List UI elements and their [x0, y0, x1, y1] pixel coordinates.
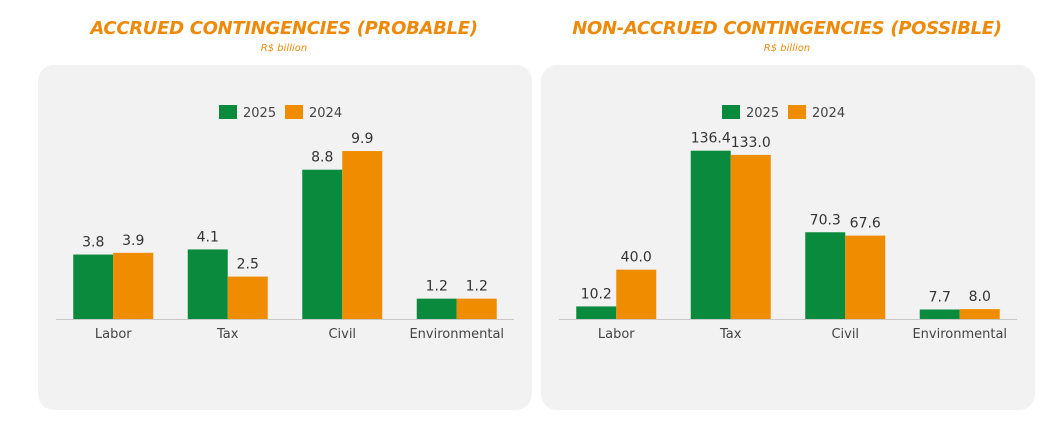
- category-label-labor: Labor: [95, 327, 132, 342]
- legend-label-2024: 2024: [309, 106, 342, 121]
- legend-label-2025: 2025: [746, 106, 779, 121]
- category-label-civil: Civil: [831, 327, 859, 342]
- category-label-civil: Civil: [328, 327, 356, 342]
- left-chart-subtitle: R$ billion: [260, 43, 308, 54]
- right-chart-svg: 2025 2024 10.2 40.0 Labor 136.4 133.0 Tax 70.3 67…: [559, 105, 1017, 342]
- bar-labor-2025: [576, 306, 617, 319]
- data-label-tax-2025: 4.1: [197, 229, 219, 245]
- left-chart-title: ACCRUED CONTINGENCIES (PROBABLE): [90, 18, 478, 39]
- bar-tax-2025: [187, 249, 228, 319]
- legend-swatch-2025: [219, 105, 237, 119]
- bar-environmental-2025: [416, 298, 457, 319]
- bar-civil-2024: [845, 235, 886, 319]
- category-label-environmental: Environmental: [409, 327, 504, 342]
- category-label-environmental: Environmental: [912, 327, 1007, 342]
- data-label-tax-2025: 136.4: [691, 131, 731, 147]
- bar-civil-2025: [302, 169, 343, 319]
- legend-label-2025: 2025: [243, 106, 276, 121]
- data-label-tax-2024: 2.5: [237, 257, 259, 273]
- right-chart-subtitle: R$ billion: [763, 43, 811, 54]
- category-label-tax: Tax: [216, 327, 239, 342]
- legend-swatch-2024: [788, 105, 806, 119]
- data-label-environmental-2025: 7.7: [929, 290, 951, 306]
- bar-labor-2025: [73, 254, 114, 319]
- bar-tax-2025: [690, 150, 731, 319]
- data-label-labor-2024: 3.9: [122, 233, 144, 249]
- bar-tax-2024: [227, 276, 268, 319]
- data-label-environmental-2024: 8.0: [969, 289, 991, 305]
- data-label-environmental-2025: 1.2: [426, 279, 448, 295]
- data-label-labor-2025: 3.8: [82, 235, 104, 251]
- bar-civil-2025: [805, 232, 846, 319]
- bar-environmental-2024: [456, 298, 497, 319]
- right-chart-card: 2025 2024 10.2 40.0 Labor 136.4 133.0 Tax 70.3 67…: [541, 65, 1035, 410]
- category-label-labor: Labor: [598, 327, 635, 342]
- data-label-labor-2024: 40.0: [621, 250, 652, 266]
- right-chart-title: NON-ACCRUED CONTINGENCIES (POSSIBLE): [572, 18, 1002, 39]
- data-label-civil-2025: 8.8: [311, 150, 333, 166]
- bar-labor-2024: [616, 269, 657, 319]
- data-label-civil-2025: 70.3: [810, 212, 841, 228]
- bar-labor-2024: [113, 252, 154, 319]
- bar-environmental-2025: [919, 309, 960, 319]
- legend-swatch-2024: [285, 105, 303, 119]
- bar-tax-2024: [730, 154, 771, 319]
- data-label-tax-2024: 133.0: [731, 135, 771, 151]
- data-label-environmental-2024: 1.2: [466, 279, 488, 295]
- data-label-labor-2025: 10.2: [581, 286, 612, 302]
- data-label-civil-2024: 67.6: [850, 216, 881, 232]
- bar-environmental-2024: [959, 309, 1000, 319]
- legend-label-2024: 2024: [812, 106, 845, 121]
- category-label-tax: Tax: [719, 327, 742, 342]
- data-label-civil-2024: 9.9: [351, 131, 373, 147]
- bar-civil-2024: [342, 151, 383, 319]
- legend-swatch-2025: [722, 105, 740, 119]
- left-chart-card: 2025 2024 3.8 3.9 Labor 4.1 2.5 Tax 8.8 9.9 Civil 1…: [38, 65, 532, 410]
- left-chart-svg: 2025 2024 3.8 3.9 Labor 4.1 2.5 Tax 8.8 9.9 Civil 1…: [56, 105, 514, 342]
